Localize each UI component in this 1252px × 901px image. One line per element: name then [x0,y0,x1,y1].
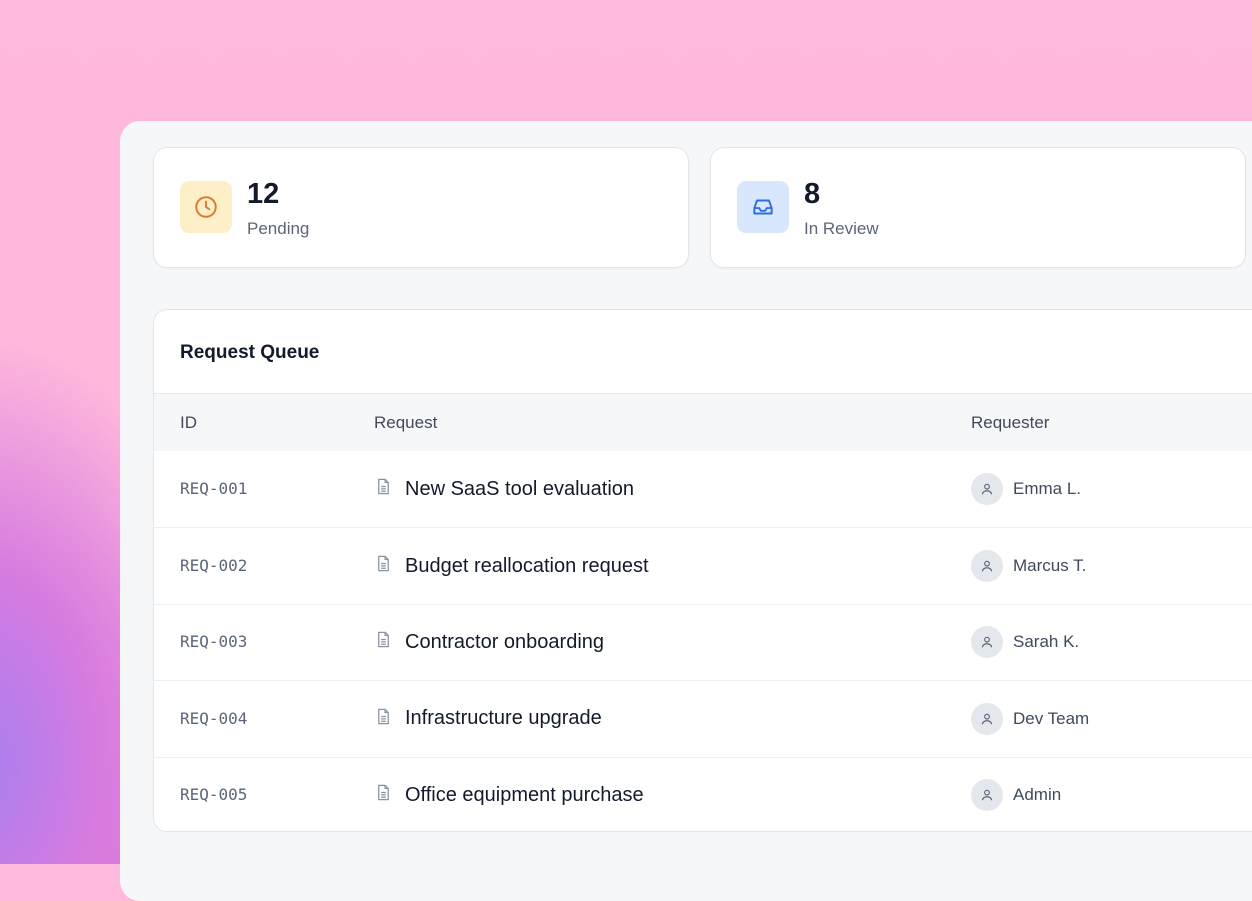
document-icon [374,630,393,654]
column-header-requester[interactable]: Requester [971,412,1050,432]
column-header-id[interactable]: ID [180,412,197,432]
user-avatar-icon [971,702,1003,735]
document-icon [374,707,393,731]
requester-name: Marcus T. [1013,556,1087,576]
stat-value: 8 [804,178,821,210]
document-icon [374,783,393,807]
user-avatar-icon [971,779,1003,812]
requester-name: Admin [1013,785,1062,805]
request-id: REQ-005 [180,785,248,805]
table-row[interactable]: REQ-002 Budget reallocation request Marc… [154,527,1252,603]
document-icon [374,554,393,578]
request-title: New SaaS tool evaluation [405,477,635,500]
table-row[interactable]: REQ-003 Contractor onboarding Sarah K. [154,603,1252,680]
stat-card-pending[interactable]: 12 Pending [153,147,689,268]
dashboard-panel: 12 Pending 8 In Review Request Queue ID … [120,121,1252,901]
request-title: Budget reallocation request [405,554,649,577]
user-avatar-icon [971,473,1003,506]
request-id: REQ-003 [180,632,248,652]
requester-name: Emma L. [1013,479,1082,499]
table-row[interactable]: REQ-004 Infrastructure upgrade Dev Team [154,680,1252,756]
user-avatar-icon [971,626,1003,659]
requester-name: Sarah K. [1013,632,1080,652]
request-id: REQ-004 [180,708,248,728]
clock-icon [180,181,232,233]
user-avatar-icon [971,550,1003,583]
table-title: Request Queue [154,310,1252,394]
request-id: REQ-001 [180,479,248,499]
stat-value: 12 [247,178,280,210]
inbox-icon [737,181,789,233]
request-queue-table: Request Queue ID Request Requester REQ-0… [153,309,1252,832]
column-header-request[interactable]: Request [374,412,438,432]
document-icon [374,477,393,501]
table-row[interactable]: REQ-001 New SaaS tool evaluation Emma L. [154,451,1252,527]
stat-card-in-review[interactable]: 8 In Review [710,147,1246,268]
table-row[interactable]: REQ-005 Office equipment purchase Admin [154,756,1252,831]
requester-name: Dev Team [1013,708,1090,728]
request-title: Contractor onboarding [405,630,605,653]
request-id: REQ-002 [180,556,248,576]
stat-label: In Review [804,219,879,238]
stat-label: Pending [247,219,310,238]
table-header: ID Request Requester [154,394,1252,451]
request-title: Office equipment purchase [405,783,644,806]
request-title: Infrastructure upgrade [405,707,602,730]
